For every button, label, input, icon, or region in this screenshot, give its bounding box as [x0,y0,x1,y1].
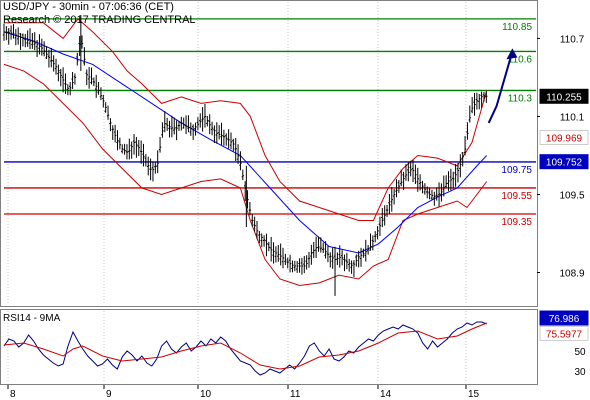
price-axis: 110.7 110.1 109.5 108.9 [537,34,585,279]
forecast-arrow-head [506,48,518,60]
price-tick-label: 110.7 [560,34,585,45]
rsi-panel-frame [0,309,538,385]
time-tick-label: 11 [290,389,301,400]
level-label: 109.35 [501,217,532,228]
bollinger-upper-badge-box [539,129,589,145]
moving-average-badge: 109.752 [546,158,583,169]
chart-title: USD/JPY - 30min - 07:06:36 (CET) [3,1,174,13]
chart-copyright: Research © 2017 TRADING CENTRAL [3,14,196,26]
level-label: 110.6 [508,54,533,65]
price-grid [7,2,467,305]
price-tick-label: 109.5 [559,190,584,201]
rsi-ma-badge-box [539,325,589,341]
time-tick-label: 14 [380,389,392,400]
bollinger-upper-badge: 109.969 [546,133,583,144]
price-tick-label: 108.9 [559,268,584,279]
rsi-tick-label: 30 [574,367,586,378]
last-price-badge: 110.255 [546,92,582,103]
level-label: 109.75 [501,165,532,176]
last-price-badge-box [539,88,589,104]
bollinger-lower-line [3,63,488,287]
level-label: 110.85 [502,22,532,33]
price-badges: 110.255 109.969 109.752 76.986 75.5977 [539,88,589,341]
rsi-line [3,321,487,376]
price-tick-label: 110.1 [560,112,585,123]
forecast-arrow-line [487,51,514,124]
rsi-lines [3,321,487,376]
time-tick-label: 15 [468,389,480,400]
rsi-ma-badge: 75.5977 [546,329,583,340]
time-tick-label: 8 [10,389,16,400]
level-label: 110.3 [508,93,533,104]
forecast-arrow [487,48,518,124]
rsi-value-badge: 76.986 [549,314,580,325]
moving-average-badge-box [539,154,589,170]
rsi-value-badge-box [539,310,589,326]
rsi-ma-line [3,322,487,370]
price-candles [2,15,488,296]
rsi-tick-label: 50 [574,347,586,358]
time-tick-label: 9 [106,389,112,400]
level-label: 109.55 [501,191,532,202]
time-tick-label: 10 [200,389,212,400]
rsi-label: RSI14 - 9MA [3,313,61,324]
time-axis: 8 9 10 11 14 15 [7,385,480,400]
